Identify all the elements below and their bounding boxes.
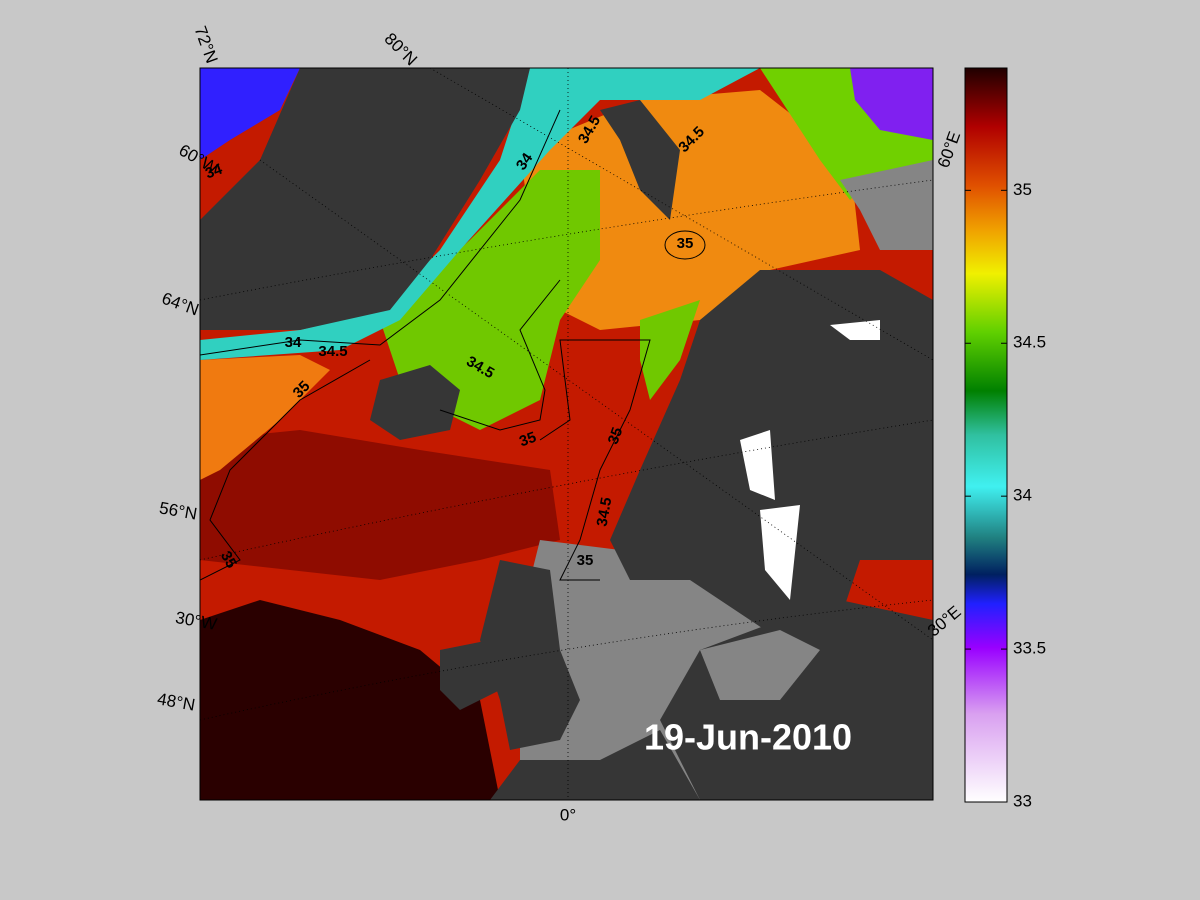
contour-line — [200, 109, 561, 356]
ocean-blue — [200, 68, 300, 160]
greenland — [200, 68, 530, 330]
graticule-label: 48°N — [156, 689, 197, 714]
contour-label: 35 — [577, 552, 594, 569]
colorbar-tick-label: 35 — [1013, 180, 1032, 199]
colorbar-tick-label: 34.5 — [1013, 333, 1046, 352]
panel-frame — [199, 67, 934, 801]
france — [490, 730, 700, 800]
svalbard — [600, 100, 680, 220]
ocean-dark-red — [200, 430, 560, 580]
iceland — [370, 365, 460, 440]
contour-label: 35 — [517, 429, 538, 451]
ocean-cyan — [200, 68, 760, 360]
graticule — [200, 68, 933, 800]
contour-label: 34.5 — [594, 496, 616, 528]
shelf-barents — [840, 160, 933, 250]
graticule-label: 72°N — [191, 24, 222, 66]
baltic — [700, 630, 820, 700]
contour-label: 35 — [217, 548, 240, 571]
ocean-purple — [850, 68, 933, 140]
ice-white-sea — [830, 320, 880, 340]
ocean-orange — [520, 90, 860, 330]
graticule-label: 0° — [560, 805, 576, 824]
graticule-label: 60°E — [934, 129, 965, 170]
graticule-label: 64°N — [159, 289, 201, 320]
date-label: 19-Jun-2010 — [644, 717, 852, 758]
colorbar — [964, 67, 1008, 803]
ireland — [440, 640, 500, 710]
colorbar-tick-label: 33 — [1013, 791, 1032, 810]
graticule-label: 56°N — [158, 498, 199, 523]
ocean-green-coast — [640, 300, 700, 400]
contour-line — [200, 359, 371, 581]
contour-label: 34.5 — [318, 343, 347, 360]
graticule-line — [259, 159, 933, 641]
contour-label: 35 — [677, 235, 694, 252]
contour-label: 34 — [203, 160, 225, 182]
contour-line — [539, 339, 651, 581]
ocean-orange-west — [200, 355, 330, 480]
contour-label: 35 — [605, 425, 627, 446]
ocean-deep — [200, 600, 500, 800]
ocean-green — [380, 170, 600, 430]
contour-line — [664, 230, 706, 260]
ice — [740, 430, 800, 600]
colorbar-tick-label: 34 — [1013, 486, 1032, 505]
colorbar-tick-label: 33.5 — [1013, 639, 1046, 658]
graticule-line — [429, 68, 933, 361]
graticule-label: 80°N — [381, 29, 421, 69]
contours — [200, 109, 706, 581]
great-britain — [480, 560, 580, 750]
colorbar-ticks: 33 33.5 34 34.5 35 — [965, 180, 1046, 810]
contour-label: 34 — [285, 334, 302, 351]
graticule-line — [200, 599, 933, 721]
contour-line — [439, 279, 561, 431]
